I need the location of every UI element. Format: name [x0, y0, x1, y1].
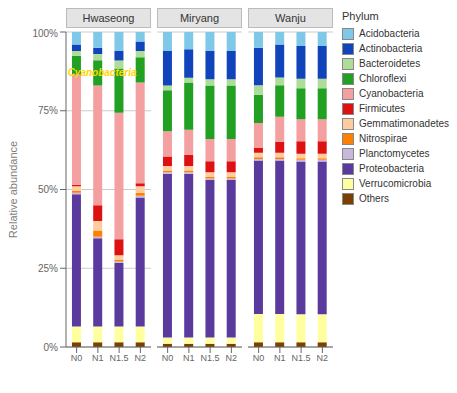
svg-text:0%: 0%	[44, 342, 59, 353]
html-text:Phylum: Phylum	[342, 10, 379, 22]
svg-text:N1: N1	[274, 353, 286, 363]
html-text:Gemmatimonadetes: Gemmatimonadetes	[359, 118, 449, 129]
html-text:Nitrospirae: Nitrospirae	[359, 133, 408, 144]
html-text:Wanju: Wanju	[275, 12, 306, 24]
html-text:Proteobacteria: Proteobacteria	[359, 163, 424, 174]
html-text:Actinobacteria: Actinobacteria	[359, 43, 423, 54]
svg-text:N2: N2	[135, 353, 147, 363]
svg-text:N1: N1	[183, 353, 195, 363]
svg-text:N1.5: N1.5	[110, 353, 129, 363]
html-text:Firmicutes: Firmicutes	[359, 103, 406, 114]
svg-text:25%: 25%	[38, 263, 58, 274]
svg-text:75%: 75%	[38, 105, 58, 116]
svg-text:N1.5: N1.5	[292, 353, 311, 363]
svg-text:Relative abundance: Relative abundance	[8, 141, 19, 238]
svg-text:50%: 50%	[38, 184, 58, 195]
html-text:Planctomycetes: Planctomycetes	[359, 148, 430, 159]
svg-text:100%: 100%	[32, 28, 58, 39]
svg-text:N2: N2	[226, 353, 238, 363]
html-text:Verrucomicrobia: Verrucomicrobia	[359, 178, 432, 189]
svg-text:N1.5: N1.5	[201, 353, 220, 363]
html-text:Chloroflexi: Chloroflexi	[359, 73, 407, 84]
svg-text:N0: N0	[253, 353, 265, 363]
svg-text:N2: N2	[317, 353, 329, 363]
html-text:Cyanobacteria: Cyanobacteria	[359, 88, 424, 99]
svg-text:Cyanobacteria: Cyanobacteria	[68, 67, 137, 78]
html-text:Others: Others	[359, 193, 389, 204]
html-text:Acidobacteria: Acidobacteria	[359, 28, 420, 39]
svg-text:N1: N1	[92, 353, 104, 363]
html-text:Miryang: Miryang	[179, 12, 220, 24]
svg-text:N0: N0	[162, 353, 174, 363]
html-text:Bacteroidetes: Bacteroidetes	[359, 58, 421, 69]
svg-text:N0: N0	[71, 353, 83, 363]
html-text:Hwaseong: Hwaseong	[82, 12, 135, 24]
